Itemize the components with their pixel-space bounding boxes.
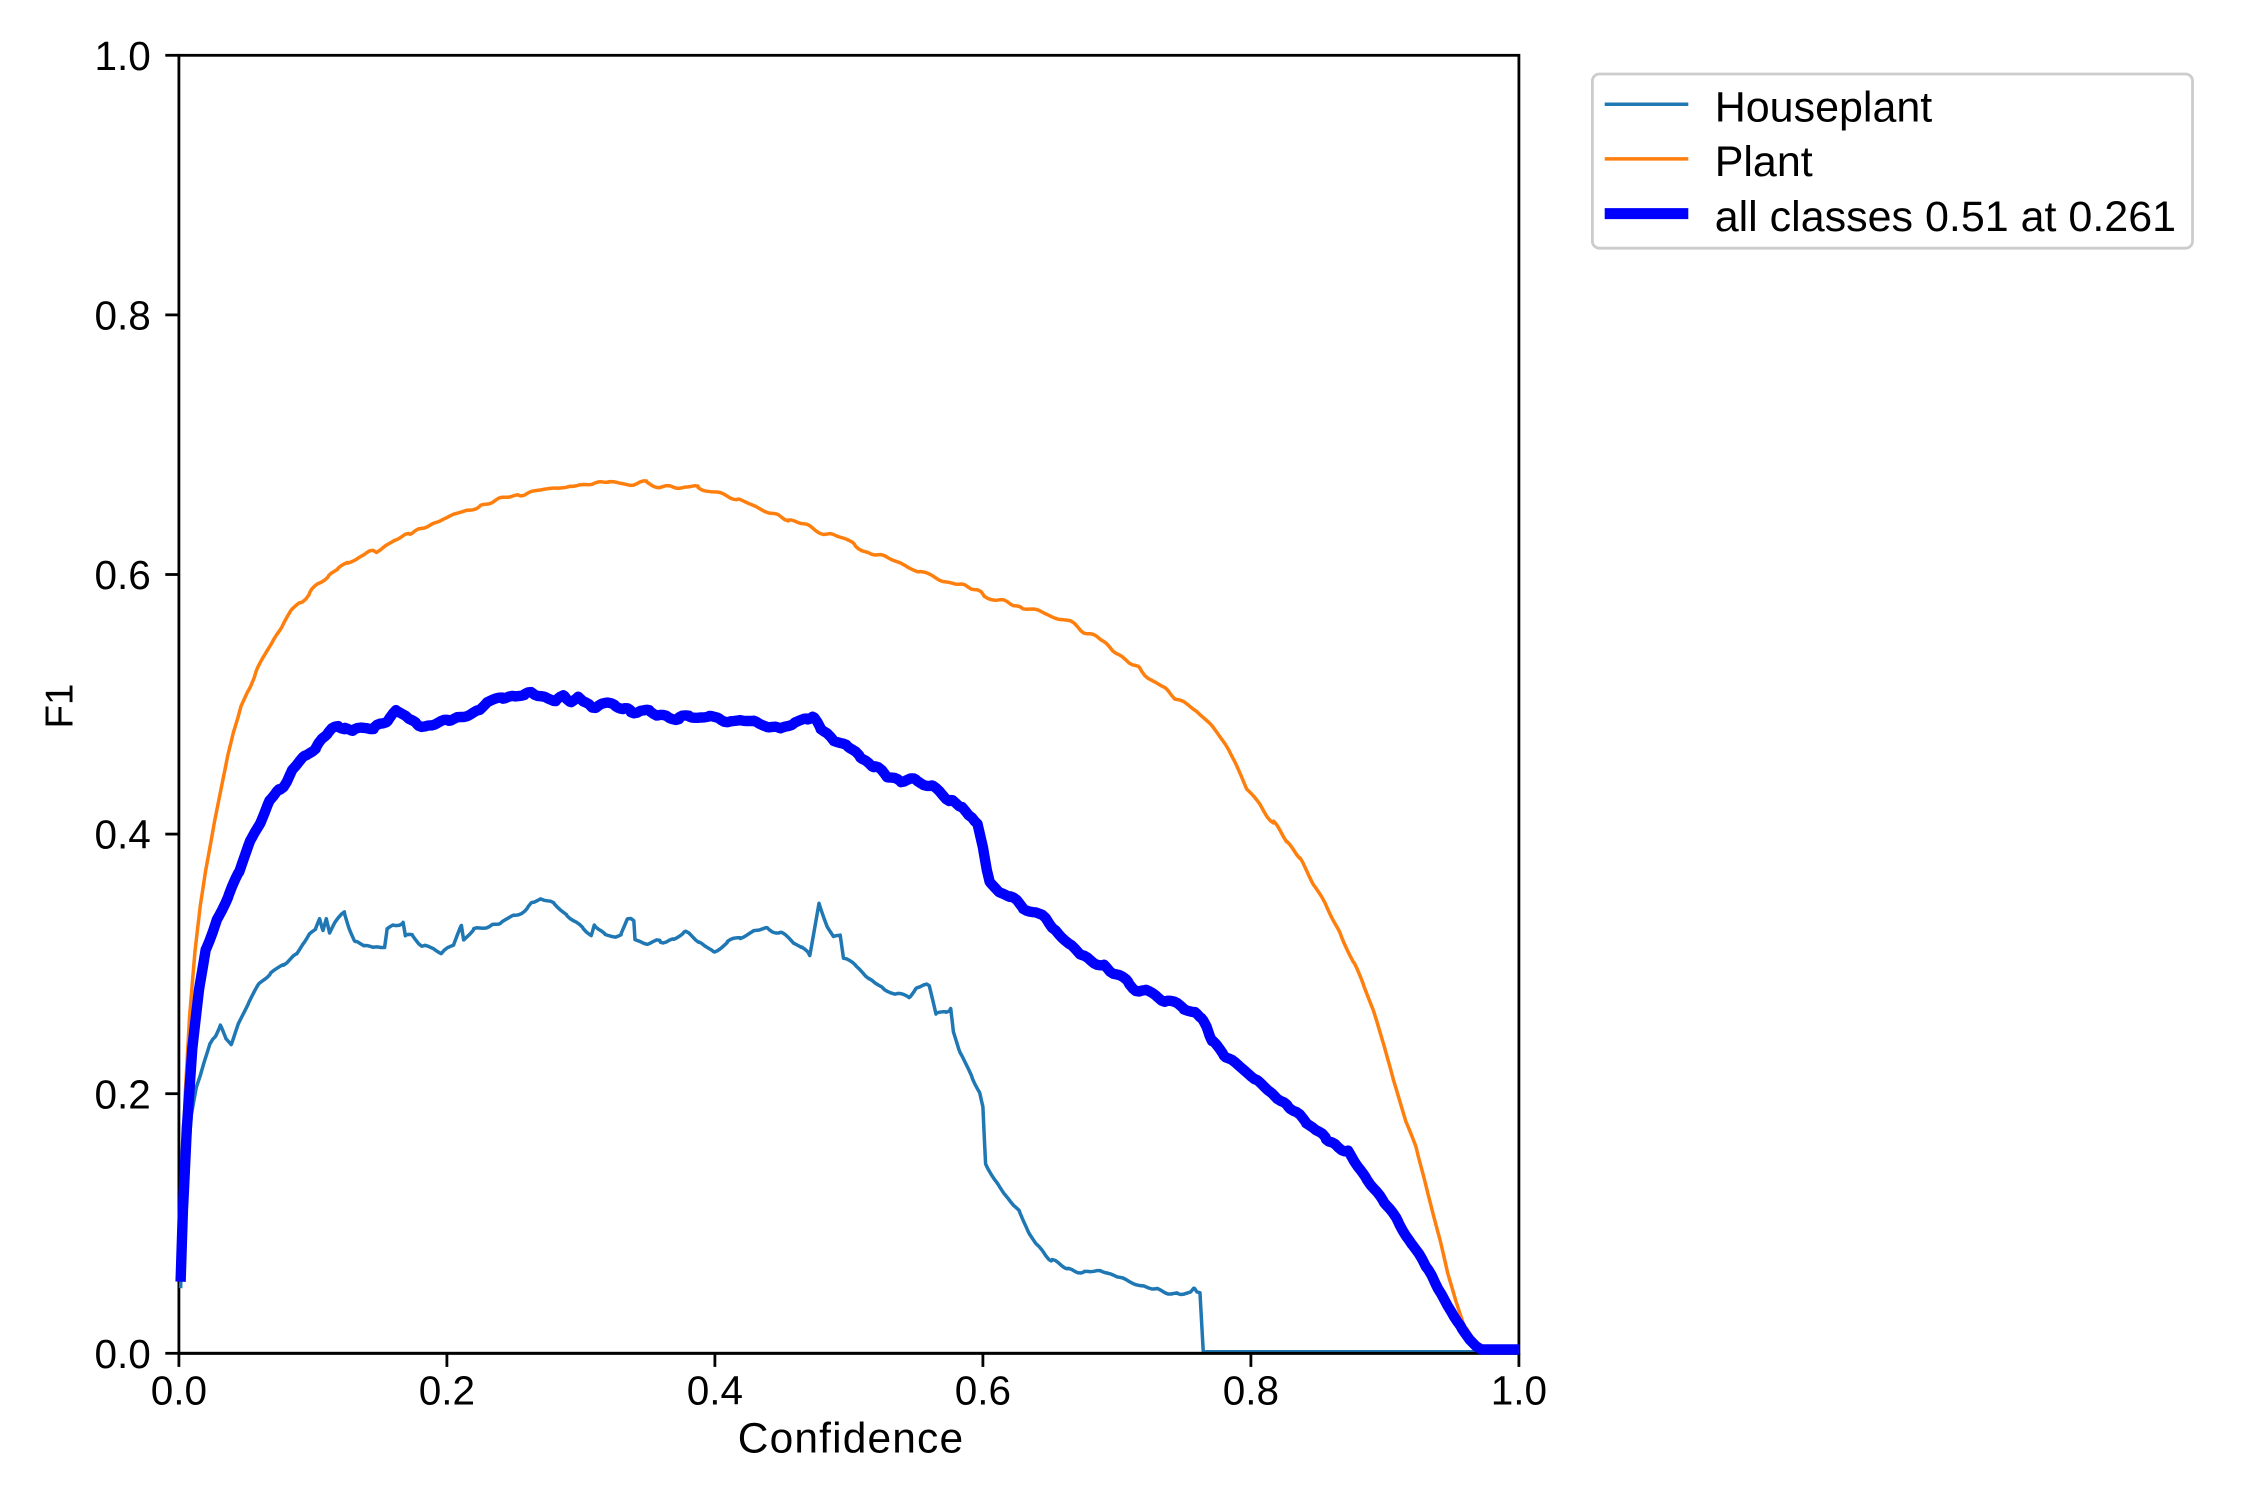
svg-text:0.8: 0.8 (94, 293, 150, 339)
svg-text:0.4: 0.4 (687, 1368, 743, 1414)
svg-text:Houseplant: Houseplant (1715, 83, 1933, 131)
svg-text:0.6: 0.6 (94, 552, 150, 598)
svg-text:0.2: 0.2 (419, 1368, 475, 1414)
svg-text:F1: F1 (38, 684, 81, 729)
svg-text:0.6: 0.6 (955, 1368, 1011, 1414)
svg-text:Plant: Plant (1715, 138, 1813, 186)
svg-text:0.0: 0.0 (94, 1331, 150, 1377)
svg-text:0.4: 0.4 (94, 812, 150, 858)
svg-text:0.8: 0.8 (1223, 1368, 1279, 1414)
svg-text:all classes 0.51 at 0.261: all classes 0.51 at 0.261 (1715, 193, 2176, 241)
svg-text:Confidence: Confidence (738, 1416, 965, 1463)
svg-text:1.0: 1.0 (94, 33, 150, 79)
svg-text:0.0: 0.0 (151, 1368, 207, 1414)
svg-text:0.2: 0.2 (94, 1071, 150, 1117)
svg-text:1.0: 1.0 (1491, 1368, 1547, 1414)
